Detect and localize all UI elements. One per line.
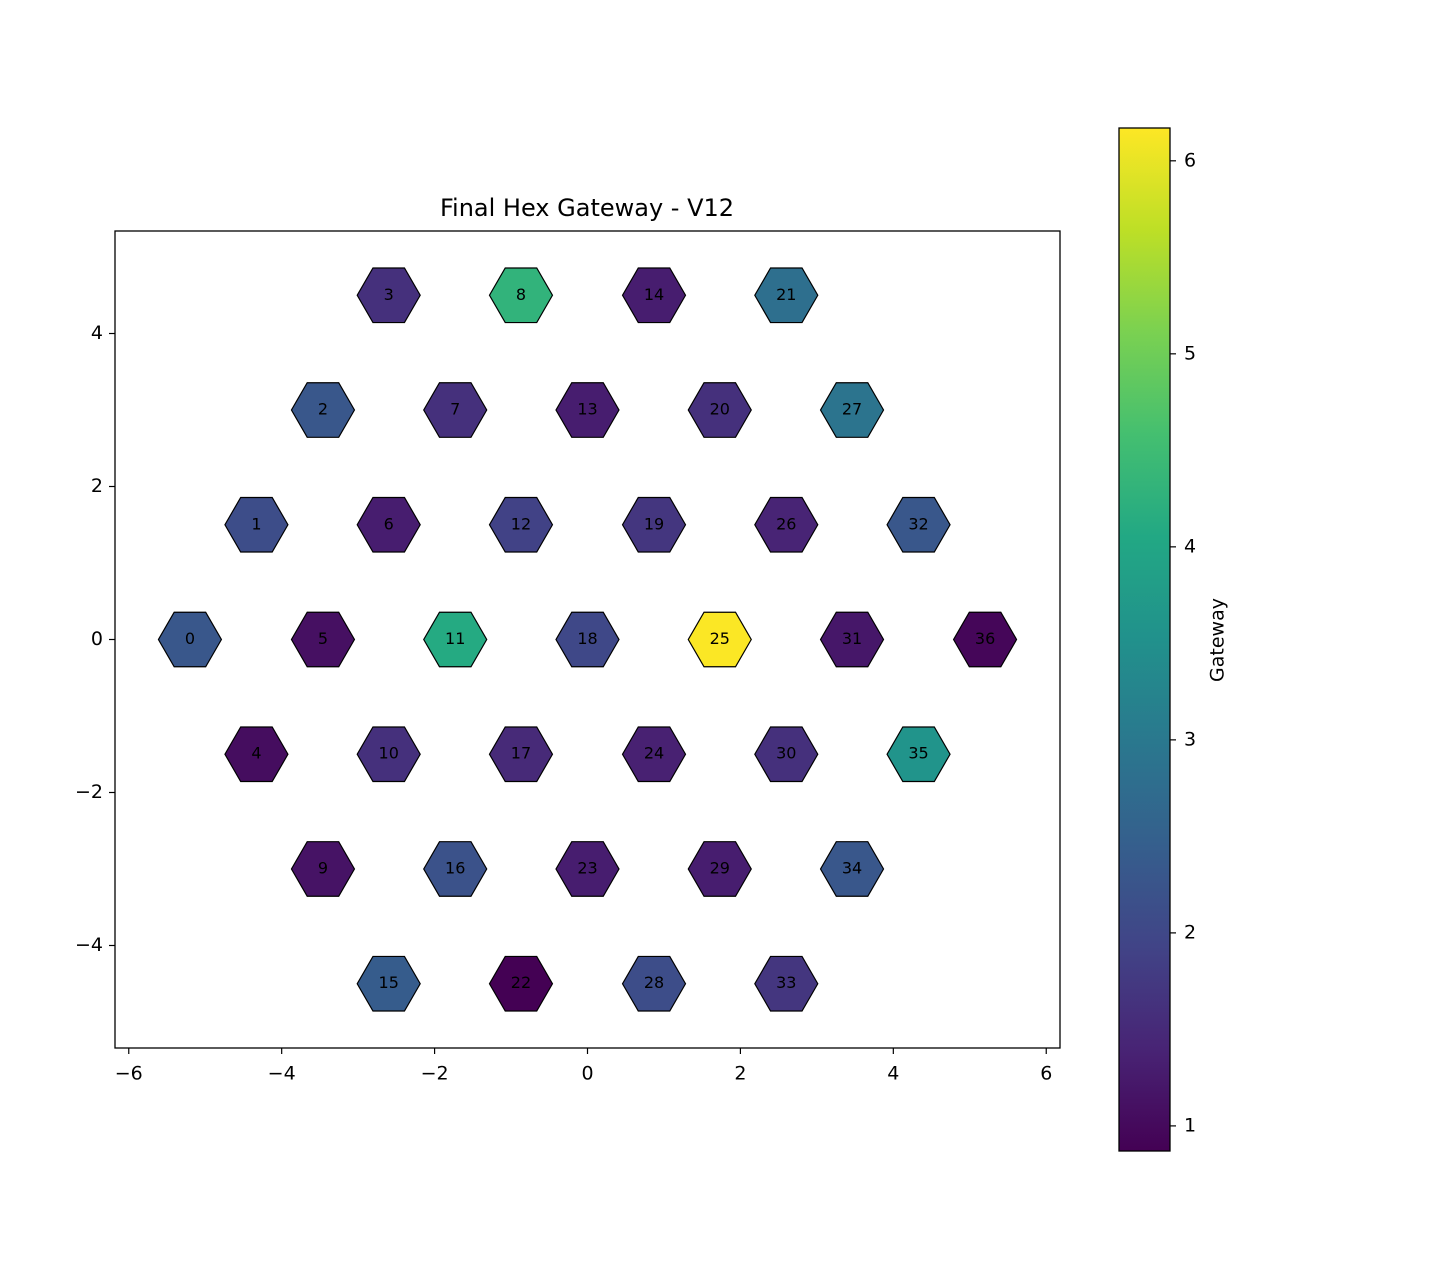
hex-label: 5 (318, 629, 328, 648)
colorbar-tick-label: 5 (1184, 342, 1196, 364)
hex-cell (356, 726, 421, 783)
hex-cell (886, 726, 951, 783)
hex-cell (621, 955, 687, 1012)
hex-cell (555, 841, 620, 897)
hex-label: 31 (842, 629, 862, 648)
hex-label: 8 (516, 285, 526, 304)
hex-label: 28 (644, 973, 664, 992)
hex-cell (687, 841, 752, 897)
hex-cell (356, 496, 421, 553)
hex-cell (290, 841, 356, 897)
x-tick-label: −2 (421, 1063, 449, 1085)
hex-cell (423, 382, 488, 438)
colorbar-label: Gateway (1207, 598, 1229, 682)
hex-label: 25 (710, 629, 730, 648)
hex-label: 19 (644, 514, 664, 533)
hex-label: 2 (318, 400, 328, 419)
x-tick-label: −6 (115, 1063, 143, 1085)
y-tick-label: −4 (75, 934, 103, 956)
x-tick-label: 4 (887, 1063, 899, 1085)
hex-label: 18 (577, 629, 597, 648)
y-tick-label: −2 (75, 781, 103, 803)
hex-cell (290, 611, 356, 668)
hex-label: 32 (908, 514, 928, 533)
hex-label: 24 (644, 744, 664, 763)
x-tick-label: 2 (734, 1063, 746, 1085)
hex-label: 1 (251, 514, 261, 533)
hex-cell (754, 955, 819, 1012)
hex-cell (819, 611, 885, 668)
hex-cell (290, 382, 356, 438)
hex-label: 0 (185, 629, 195, 648)
colorbar-tick-label: 4 (1184, 535, 1196, 557)
y-tick-label: 2 (91, 475, 103, 497)
y-tick-label: 4 (91, 322, 103, 344)
hex-label: 10 (379, 744, 399, 763)
hex-cell (356, 955, 421, 1012)
x-tick-label: −4 (268, 1063, 296, 1085)
hex-cell (555, 611, 620, 668)
hex-cell (488, 726, 554, 783)
hex-label: 36 (975, 629, 995, 648)
hex-label: 29 (710, 858, 730, 877)
hex-label: 14 (644, 285, 664, 304)
hex-label: 35 (908, 744, 928, 763)
y-tick-label: 0 (91, 628, 103, 650)
hex-label: 13 (577, 400, 597, 419)
hex-cell (621, 496, 687, 553)
hex-label: 33 (776, 973, 796, 992)
hex-label: 11 (445, 629, 465, 648)
colorbar-tick-label: 6 (1184, 149, 1196, 171)
colorbar (1118, 127, 1171, 1152)
chart-title: Final Hex Gateway - V12 (440, 194, 734, 222)
hex-label: 23 (577, 858, 597, 877)
colorbar-tick-label: 3 (1184, 728, 1196, 750)
hex-label: 30 (776, 744, 796, 763)
x-tick-label: 0 (581, 1063, 593, 1085)
hex-label: 16 (445, 858, 465, 877)
colorbar-tick-label: 2 (1184, 921, 1196, 943)
hex-cell (488, 496, 554, 553)
hex-cell (224, 496, 289, 553)
hex-label: 4 (251, 744, 261, 763)
hex-cell (555, 382, 620, 438)
hex-label: 26 (776, 514, 796, 533)
hex-label: 9 (318, 858, 328, 877)
hex-cell (224, 726, 289, 783)
hex-cell (754, 496, 819, 553)
hex-cell (687, 382, 752, 438)
hex-label: 21 (776, 285, 796, 304)
hex-cell (819, 382, 885, 438)
hex-label: 27 (842, 400, 862, 419)
hex-label: 15 (379, 973, 399, 992)
hex-label: 17 (511, 744, 531, 763)
hex-cell (754, 267, 819, 324)
hex-cell (754, 726, 819, 783)
hex-cell (157, 611, 223, 668)
hex-cell (621, 726, 687, 783)
hex-cell (952, 611, 1018, 668)
hex-cell (356, 267, 421, 324)
hex-label: 22 (511, 973, 531, 992)
hex-label: 12 (511, 514, 531, 533)
hex-cell (621, 267, 687, 324)
hex-cell (819, 841, 885, 897)
hex-cell (423, 611, 488, 668)
hex-cell (687, 611, 752, 668)
hex-label: 20 (710, 400, 730, 419)
hex-cell (886, 496, 951, 553)
hex-cell (423, 841, 488, 897)
hex-label: 3 (384, 285, 394, 304)
hex-label: 7 (450, 400, 460, 419)
x-tick-label: 6 (1040, 1063, 1052, 1085)
hex-cell (488, 955, 554, 1012)
hex-label: 6 (384, 514, 394, 533)
colorbar-tick-label: 1 (1184, 1114, 1196, 1136)
hex-cell (488, 267, 554, 324)
hex-label: 34 (842, 858, 862, 877)
